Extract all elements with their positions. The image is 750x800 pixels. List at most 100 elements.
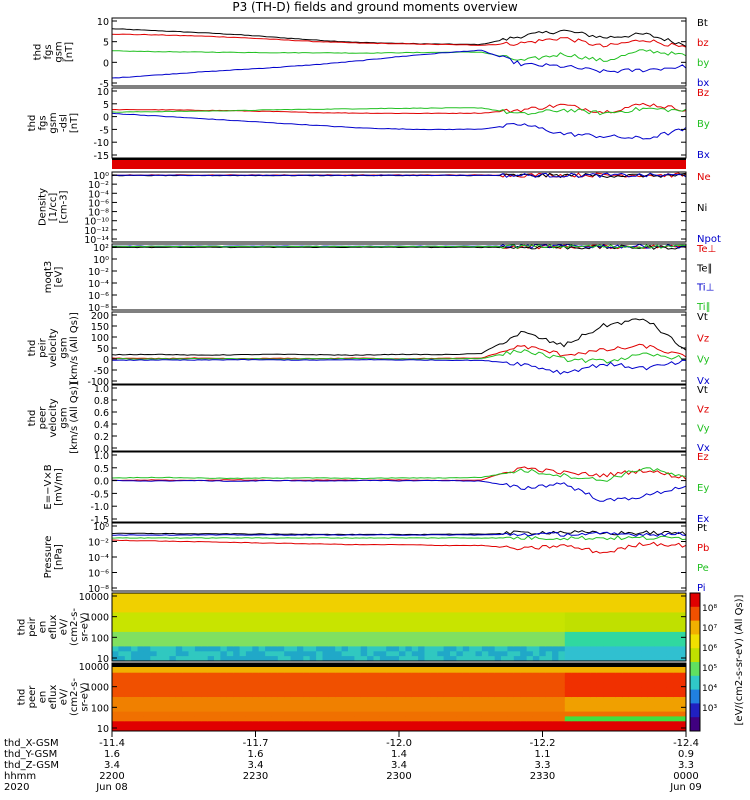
panel-frame <box>111 243 687 311</box>
y-axis-label: thd <box>27 340 38 357</box>
series-Pi <box>112 531 687 537</box>
y-tick-label: 1000 <box>85 683 109 694</box>
legend-Bx: Bx <box>697 150 710 161</box>
y-tick-label: 0.0 <box>94 477 109 488</box>
y-axis-label: peir <box>27 616 38 636</box>
panel-frame <box>111 451 687 523</box>
y-axis-label: Pressure <box>43 536 54 579</box>
y-axis-label: [eV] <box>53 267 64 288</box>
y-tick-label: 100 <box>91 633 109 644</box>
colorbar-tick-label: 10⁴ <box>702 684 717 694</box>
y-tick-label: -50 <box>93 366 109 377</box>
y-tick-label: 10⁻⁸ <box>88 584 109 595</box>
series-Npot <box>111 172 687 178</box>
legend-Ti⊥: Ti⊥ <box>696 283 714 294</box>
y-axis-label: peer <box>38 406 49 430</box>
series-Ez <box>111 466 687 482</box>
y-axis-label: peir <box>38 337 49 357</box>
series-Ey <box>111 467 687 482</box>
panel-frame <box>111 522 687 592</box>
y-axis-label: moqt3 <box>43 261 54 294</box>
x-row-value: Jun 08 <box>95 782 128 793</box>
y-tick-label: 10⁻² <box>88 538 109 549</box>
y-tick-label: 100 <box>91 333 109 344</box>
y-axis-label: gsm <box>59 337 70 358</box>
y-axis-label: eV/ <box>59 618 70 635</box>
legend-by: by <box>697 58 709 69</box>
legend-Vx: Vx <box>697 443 710 454</box>
y-axis-label: sr-eV) <box>80 612 91 641</box>
legend-bx: bx <box>697 78 709 89</box>
panel-frame <box>111 17 687 87</box>
y-tick-label: -1.5 <box>90 515 109 526</box>
series-Bz <box>111 102 687 115</box>
y-axis-label: -dsl <box>59 114 70 132</box>
x-row-value: -12.4 <box>673 738 699 749</box>
y-tick-label: 10000 <box>79 662 109 673</box>
panel-efield: 1.0 0.5 0.0-0.5 -1.0 -1.5 E=−V×B [mV/m] Ez Ey Ex <box>43 451 710 526</box>
y-tick-label: 10⁰ <box>93 171 109 182</box>
legend-Ey: Ey <box>697 483 709 494</box>
y-tick-label: 10⁻⁸ <box>88 208 109 219</box>
y-tick-label: 0.6 <box>94 408 109 419</box>
y-tick-label: 0.5 <box>94 464 109 475</box>
y-axis-label: gsm <box>53 41 64 62</box>
x-row-value: 1.1 <box>535 749 551 760</box>
y-axis-label: eflux <box>48 615 59 640</box>
y-tick-label: 0.0 <box>94 444 109 455</box>
y-tick-label: 10⁻⁸ <box>88 303 109 314</box>
y-tick-label: 10⁻⁶ <box>88 198 109 209</box>
y-tick-label: -15 <box>93 151 109 162</box>
x-row-label: hhmm <box>4 771 36 782</box>
x-row-value: 3.4 <box>104 760 120 771</box>
y-axis-label: thd <box>27 410 38 427</box>
x-row-value: 2330 <box>530 771 555 782</box>
y-axis-label: thd <box>17 689 28 706</box>
y-axis-label: eflux <box>48 685 59 710</box>
legend-Vt: Vt <box>697 385 708 396</box>
y-tick-label: 50 <box>97 344 109 355</box>
panel-frame <box>111 171 687 243</box>
legend-Ez: Ez <box>697 452 709 463</box>
x-row-value: -11.4 <box>99 738 125 749</box>
y-axis-label: Density <box>38 188 49 226</box>
x-row-label: thd_X-GSM <box>4 738 59 749</box>
x-row-value: 1.4 <box>391 749 407 760</box>
y-tick-label: 10⁰ <box>93 522 109 533</box>
legend-By: By <box>697 119 710 130</box>
legend-bz: bz <box>697 38 709 49</box>
series-Vz <box>111 343 687 360</box>
y-tick-label: 0 <box>103 113 109 124</box>
panel-peer_velocity: 1.00.80.60.40.20.0 thd peer velocity gsm [km/… <box>27 382 710 455</box>
legend-Vy: Vy <box>697 424 710 435</box>
y-axis-label: thd <box>17 619 28 636</box>
y-axis-label: [nT] <box>69 113 80 133</box>
x-row-label: thd_Z-GSM <box>4 760 59 771</box>
data-gap-bar <box>112 663 686 667</box>
legend-Ex: Ex <box>697 514 709 525</box>
legend-Pe: Pe <box>697 563 709 574</box>
legend-Ti∥: Ti∥ <box>696 302 711 313</box>
y-tick-label: 150 <box>91 322 109 333</box>
panel-frame <box>111 592 687 662</box>
y-axis-label: eV/ <box>59 688 70 705</box>
series-By <box>111 106 687 116</box>
series-Ti∥ <box>111 243 687 250</box>
x-row-value: 3.4 <box>248 760 264 771</box>
y-axis-label: (cm2-s- <box>69 678 80 716</box>
y-axis-label: [nPa] <box>53 544 64 570</box>
y-tick-label: 0.8 <box>94 396 109 407</box>
y-axis-label: thd <box>32 44 43 61</box>
y-axis-label: [1/cc] <box>48 193 59 222</box>
y-tick-label: -100 <box>87 377 109 388</box>
legend-Ne: Ne <box>697 172 711 183</box>
y-tick-label: 10⁻⁶ <box>88 291 109 302</box>
y-axis-label: sr-eV) <box>80 682 91 711</box>
y-axis-label: [cm-3] <box>59 190 70 223</box>
series-Ex <box>112 479 687 502</box>
series-Vt <box>111 318 687 356</box>
plot-title: P3 (TH-D) fields and ground moments over… <box>232 0 518 14</box>
